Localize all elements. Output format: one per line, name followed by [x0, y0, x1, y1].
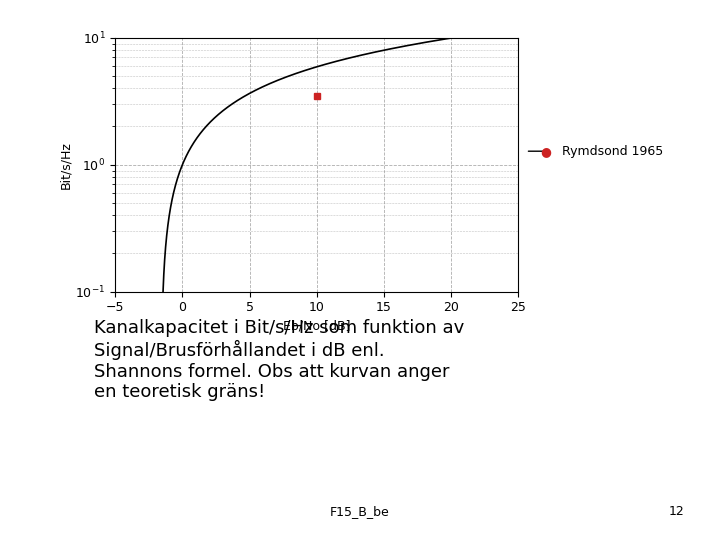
Text: ●: ● — [540, 145, 551, 158]
Text: F15_B_be: F15_B_be — [330, 505, 390, 518]
Text: 12: 12 — [668, 505, 684, 518]
X-axis label: Eb/No [dB]: Eb/No [dB] — [283, 320, 351, 333]
Text: Rymdsond 1965: Rymdsond 1965 — [562, 145, 663, 158]
Y-axis label: Bit/s/Hz: Bit/s/Hz — [60, 141, 73, 188]
Text: Kanalkapacitet i Bit/s/Hz som funktion av
Signal/Brusförhållandet i dB enl.
Shan: Kanalkapacitet i Bit/s/Hz som funktion a… — [94, 319, 464, 402]
